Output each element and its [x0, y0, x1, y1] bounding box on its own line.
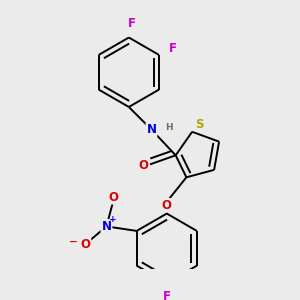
Text: S: S [195, 118, 204, 131]
Text: +: + [109, 215, 117, 224]
Text: H: H [165, 123, 173, 132]
Text: F: F [169, 42, 176, 55]
Text: F: F [163, 290, 171, 300]
Text: F: F [128, 17, 136, 30]
Text: O: O [108, 190, 118, 204]
Text: N: N [146, 123, 157, 136]
Text: −: − [69, 236, 78, 247]
Text: O: O [138, 159, 148, 172]
Text: O: O [80, 238, 90, 251]
Text: O: O [162, 199, 172, 212]
Text: N: N [101, 220, 112, 233]
